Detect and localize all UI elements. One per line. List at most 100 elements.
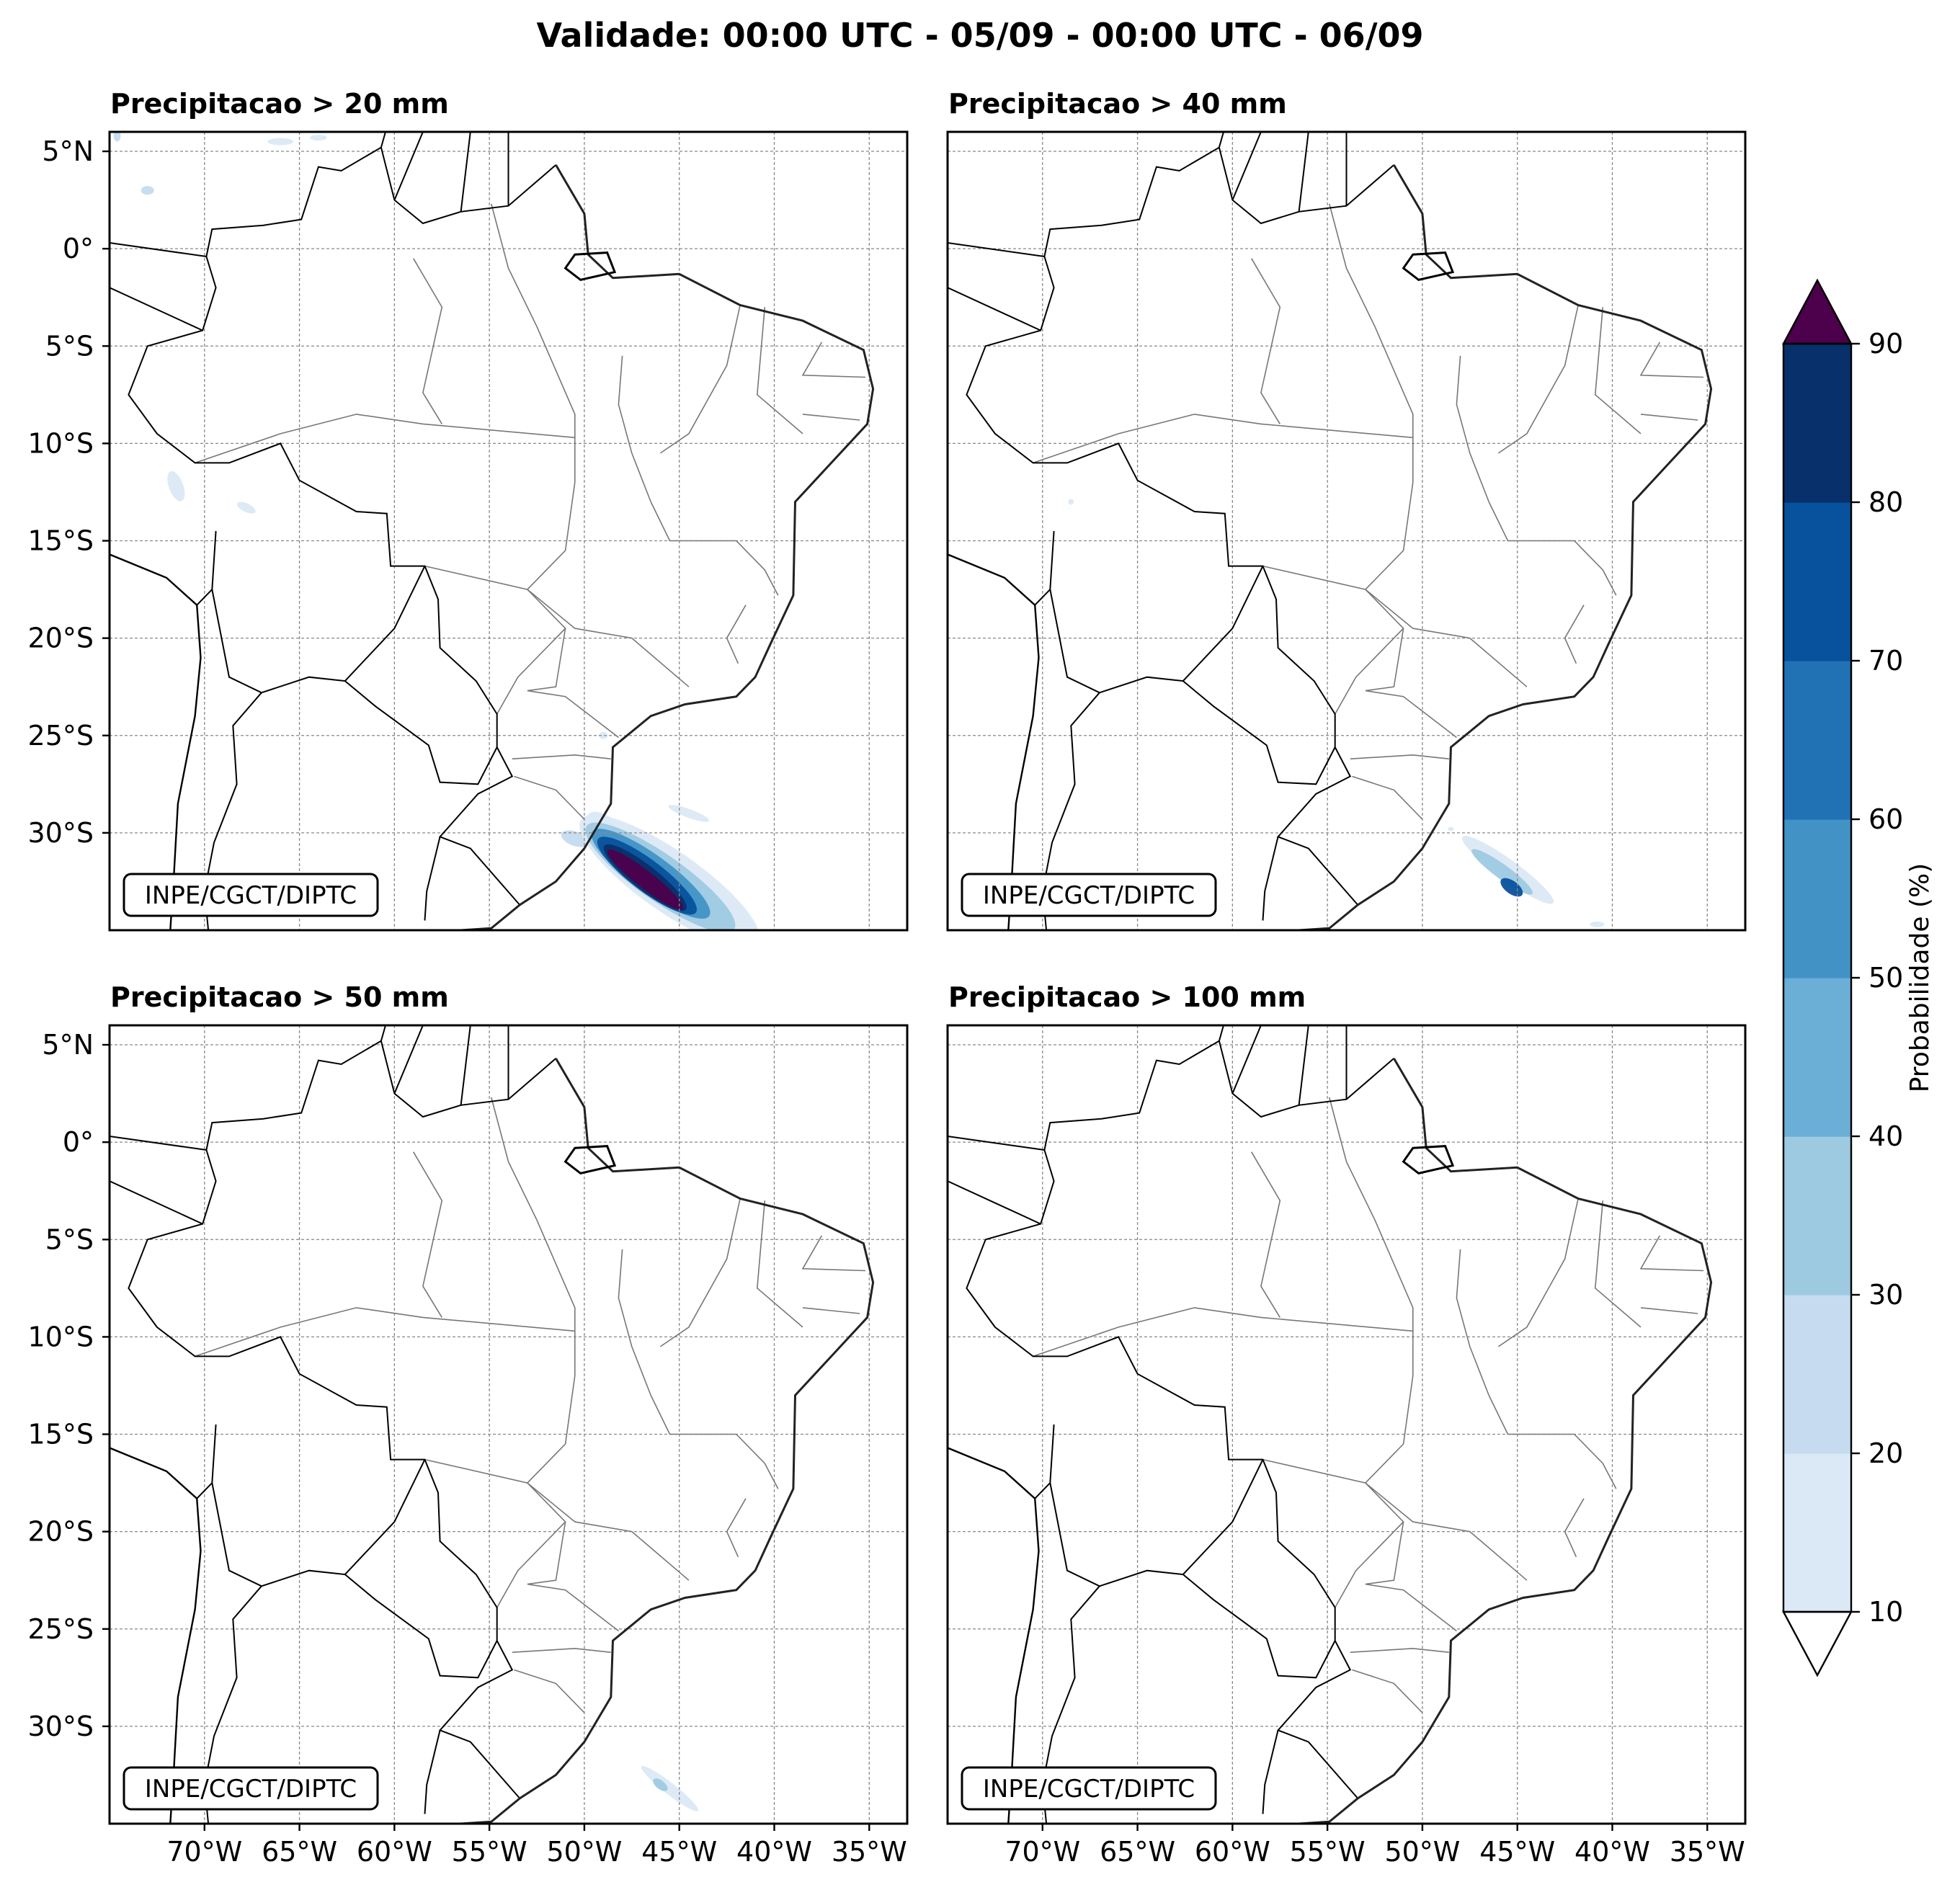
state-boundary — [527, 628, 619, 739]
colorbar-segment — [1783, 1136, 1851, 1296]
coastline — [948, 1447, 1040, 1824]
country-border — [1034, 1424, 1055, 1499]
lon-tick-label: 40°W — [1574, 1836, 1650, 1868]
coastline — [460, 1058, 875, 1824]
coastline — [110, 553, 202, 930]
state-boundary — [618, 1249, 651, 1396]
state-boundary — [526, 1376, 690, 1581]
lon-tick-label: 40°W — [736, 1836, 812, 1868]
lat-tick-label: 15°S — [28, 525, 94, 557]
state-boundary — [756, 307, 803, 434]
colorbar-label: Probabilidade (%) — [1905, 863, 1935, 1093]
gridlines — [110, 1025, 907, 1824]
credit-frame — [122, 1766, 379, 1811]
map-content — [948, 132, 1745, 930]
country-border — [380, 1025, 387, 1041]
country-border — [1034, 530, 1055, 606]
credit-box: INPE/CGCT/DIPTC — [122, 1766, 379, 1811]
lon-tick-label: 65°W — [1100, 1836, 1175, 1868]
country-border — [1262, 1730, 1279, 1814]
map-content — [948, 1025, 1745, 1824]
map-panels: INPE/CGCT/DIPTC Precipitacao > 20 mm 5°N 0°… — [28, 88, 1747, 1868]
lat-tick-label: 15°S — [28, 1419, 94, 1450]
credit-box: INPE/CGCT/DIPTC — [961, 873, 1217, 917]
credit-box: INPE/CGCT/DIPTC — [961, 1766, 1217, 1811]
country-border — [966, 146, 1395, 906]
state-boundary — [618, 355, 651, 502]
state-boundary — [195, 1307, 575, 1357]
colorbar-tick-label: 90 — [1868, 328, 1903, 360]
probability-area — [113, 132, 121, 142]
colorbar-tick-label: 60 — [1868, 803, 1903, 835]
coastline — [460, 164, 875, 930]
state-boundary — [802, 1307, 860, 1314]
state-boundary — [1352, 1669, 1423, 1713]
country-border — [424, 1730, 441, 1814]
coastline — [948, 553, 1040, 930]
probability-area — [1448, 826, 1454, 832]
lat-tick-label: 20°S — [28, 1516, 94, 1548]
country-border — [1231, 132, 1262, 200]
country-border — [460, 132, 471, 212]
probability-field — [113, 132, 760, 930]
probability-area — [668, 805, 710, 822]
country-border — [344, 680, 498, 785]
country-border — [948, 242, 1045, 257]
state-boundary — [1594, 1200, 1642, 1328]
country-border — [1049, 1459, 1264, 1587]
colorbar: 10 20 30 40 50 60 70 80 90 Probabilidade (%) — [1781, 278, 1935, 1677]
state-boundary — [1456, 355, 1489, 502]
state-boundary — [413, 1151, 443, 1318]
state-boundary — [1639, 342, 1704, 378]
state-boundary — [726, 1498, 747, 1558]
colorbar-segment — [1783, 819, 1851, 978]
coastline — [564, 251, 617, 282]
lon-tick-label: 70°W — [166, 1836, 242, 1868]
state-boundary — [1033, 414, 1413, 464]
country-border — [1182, 1574, 1336, 1679]
lon-tick-label: 45°W — [1479, 1836, 1555, 1868]
state-boundary — [1350, 1647, 1449, 1653]
state-boundary — [1639, 1235, 1704, 1272]
state-boundary — [1329, 203, 1414, 483]
state-boundary — [1640, 414, 1698, 421]
country-border — [211, 566, 426, 694]
state-boundary — [195, 414, 575, 464]
credit-frame — [122, 873, 379, 917]
state-boundary — [413, 258, 443, 424]
coastline — [1298, 1058, 1713, 1824]
state-boundary — [526, 482, 690, 687]
probability-field — [641, 1765, 699, 1811]
lon-tick-label: 55°W — [1290, 1836, 1366, 1868]
coastline — [1402, 1145, 1455, 1175]
lat-tick-label: 5°N — [42, 135, 94, 167]
lat-tick-label: 5°S — [45, 330, 94, 362]
country-border — [110, 1180, 203, 1225]
state-boundary — [1350, 754, 1449, 759]
colorbar-over-extension — [1781, 278, 1853, 345]
colorbar-tick-label: 50 — [1868, 962, 1903, 994]
state-boundary — [1564, 605, 1585, 664]
state-boundary — [1251, 258, 1281, 424]
state-boundary — [1488, 1395, 1617, 1489]
boundaries — [110, 132, 875, 930]
lon-tick-label: 50°W — [1384, 1836, 1460, 1868]
colorbar-tick-label: 30 — [1868, 1279, 1903, 1311]
lon-tick-label: 60°W — [1195, 1836, 1270, 1868]
lon-tick-label: 55°W — [452, 1836, 527, 1868]
colorbar-tick-label: 20 — [1868, 1437, 1903, 1469]
state-boundary — [514, 775, 585, 820]
country-border — [1049, 566, 1264, 694]
country-border — [110, 242, 207, 257]
country-border — [393, 1025, 424, 1094]
lat-tick-label: 0° — [63, 1126, 94, 1158]
state-boundary — [1251, 1151, 1281, 1318]
colorbar-segment — [1783, 1295, 1851, 1454]
probability-area — [641, 1765, 699, 1811]
coastline — [1402, 251, 1455, 282]
state-boundary — [801, 342, 866, 378]
state-boundary — [1497, 1198, 1579, 1347]
panel-title: Precipitacao > 50 mm — [110, 981, 449, 1013]
state-boundary — [1364, 482, 1528, 687]
map-content — [110, 1025, 907, 1824]
